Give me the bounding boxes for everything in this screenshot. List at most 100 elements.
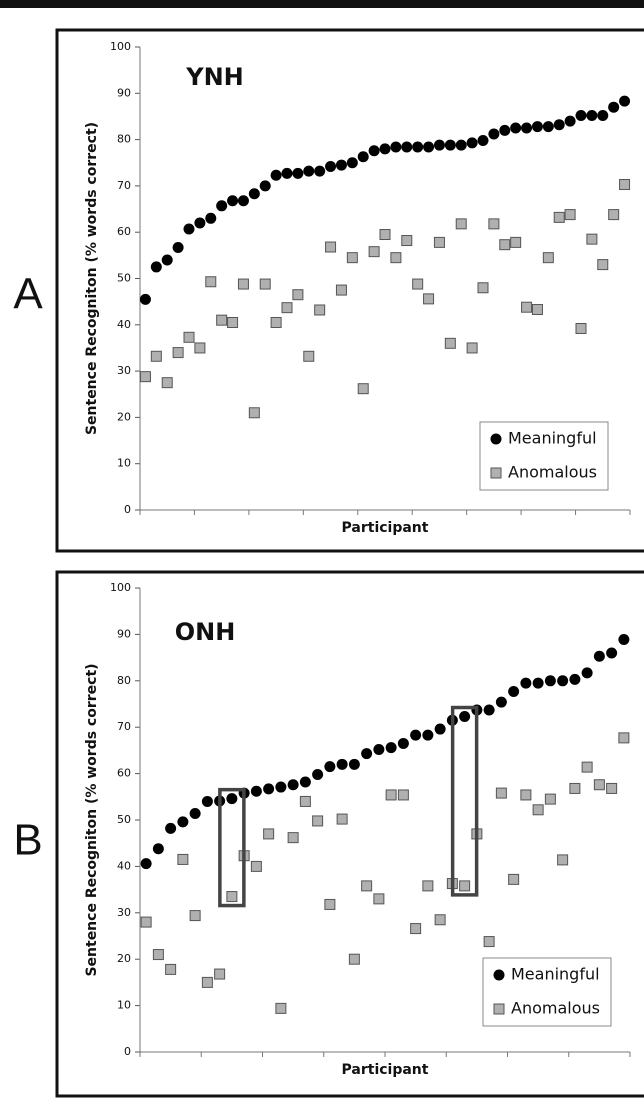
point (532, 677, 544, 689)
point (423, 141, 435, 153)
y-tick-label: 100 (110, 40, 131, 53)
point (336, 813, 348, 825)
point (495, 787, 507, 799)
point (390, 252, 402, 264)
point (177, 853, 189, 865)
point (542, 252, 554, 264)
point (606, 647, 618, 659)
legend-marker (493, 969, 505, 981)
chart-title: ONH (175, 618, 236, 646)
legend-label: Meaningful (511, 965, 600, 984)
point (361, 880, 373, 892)
point (172, 347, 184, 359)
point (325, 241, 337, 253)
point (275, 1002, 287, 1014)
point (183, 223, 195, 235)
point (250, 785, 262, 797)
point (324, 761, 336, 773)
point (557, 675, 569, 687)
x-axis-label: Participant (342, 520, 429, 536)
point (434, 723, 446, 735)
point (553, 211, 565, 223)
point (314, 165, 326, 177)
point (455, 218, 467, 230)
point (422, 880, 434, 892)
point (586, 233, 598, 245)
point (508, 685, 520, 697)
point (227, 316, 239, 328)
point (434, 914, 446, 926)
point (423, 293, 435, 305)
point (312, 815, 324, 827)
y-tick-label: 30 (117, 364, 131, 377)
point (303, 165, 315, 177)
point (444, 337, 456, 349)
y-tick-label: 10 (117, 999, 131, 1012)
panel-label: B (13, 816, 42, 865)
point (314, 304, 326, 316)
point (227, 195, 239, 207)
point (510, 236, 522, 248)
point (299, 795, 311, 807)
point (581, 761, 593, 773)
point (303, 350, 315, 362)
y-tick-label: 40 (117, 318, 131, 331)
point (177, 816, 189, 828)
point (593, 779, 605, 791)
y-tick-label: 30 (117, 906, 131, 919)
point (368, 145, 380, 157)
point (619, 95, 631, 107)
point (510, 122, 522, 134)
point (488, 218, 500, 230)
point (466, 137, 478, 149)
legend-marker (490, 433, 502, 445)
point (531, 304, 543, 316)
legend-marker (490, 467, 502, 479)
point (466, 342, 478, 354)
point (292, 167, 304, 179)
point (499, 239, 511, 251)
point (410, 923, 422, 935)
point (287, 779, 299, 791)
x-axis-label: Participant (342, 1062, 429, 1078)
panel-frame (55, 28, 644, 553)
point (348, 953, 360, 965)
point (444, 139, 456, 151)
point (172, 241, 184, 253)
y-tick-label: 90 (117, 86, 131, 99)
panel-label: A (13, 270, 43, 319)
point (189, 910, 201, 922)
point (140, 858, 152, 870)
point (324, 898, 336, 910)
point (150, 261, 162, 273)
highlight-box (218, 787, 246, 908)
y-tick-label: 80 (117, 133, 131, 146)
point (189, 808, 201, 820)
y-tick-label: 50 (117, 813, 131, 826)
legend-label: Meaningful (508, 429, 597, 448)
point (521, 122, 533, 134)
point (165, 822, 177, 834)
y-axis-label: Sentence Recogniton (% words correct) (84, 663, 100, 976)
point (433, 139, 445, 151)
y-tick-label: 90 (117, 627, 131, 640)
point (325, 160, 337, 172)
point (390, 141, 402, 153)
point (608, 209, 620, 221)
point (488, 128, 500, 140)
y-tick-label: 20 (117, 952, 131, 965)
y-tick-label: 10 (117, 457, 131, 470)
point (397, 737, 409, 749)
point (357, 151, 369, 163)
y-tick-label: 80 (117, 674, 131, 687)
point (553, 119, 565, 131)
point (270, 169, 282, 181)
point (205, 276, 217, 288)
point (564, 115, 576, 127)
point (139, 293, 151, 305)
point (575, 323, 587, 335)
point (455, 139, 467, 151)
panel-frame (55, 570, 644, 1098)
point (270, 316, 282, 328)
point (259, 278, 271, 290)
